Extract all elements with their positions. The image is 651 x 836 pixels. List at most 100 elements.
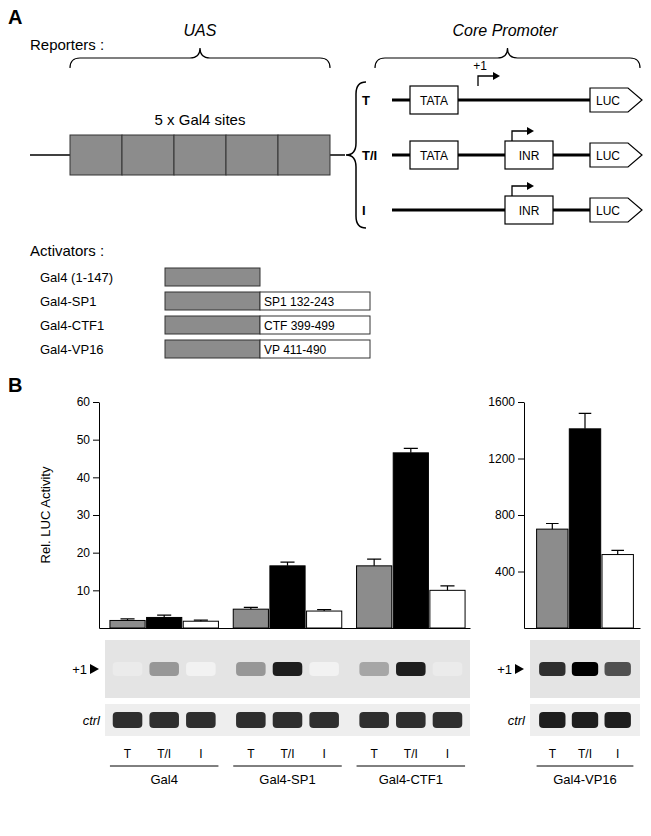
start-arrowhead — [493, 72, 500, 80]
gel-band — [186, 712, 216, 728]
axis-line — [99, 403, 100, 629]
error-bar — [611, 550, 624, 554]
promoter-element — [505, 141, 553, 169]
brace — [70, 48, 330, 68]
fusion-label: SP1 132-243 — [264, 295, 334, 309]
axis-line — [525, 628, 641, 629]
gel-band — [149, 662, 179, 676]
core-label: Core Promoter — [453, 22, 559, 39]
lane-label: T — [549, 747, 557, 761]
gel-background — [530, 640, 640, 698]
element-label: LUC — [596, 94, 620, 108]
chart: 40080012001600+1ctrlTT/IIGal4-VP16 — [488, 395, 640, 787]
gel-row-label: ctrl — [83, 713, 101, 728]
tick-mark — [93, 515, 99, 516]
error-bar — [280, 562, 294, 566]
reporter-name: T/I — [362, 148, 377, 163]
fusion-label: CTF 399-499 — [264, 319, 335, 333]
promoter-element — [410, 86, 458, 114]
sites-label: 5 x Gal4 sites — [155, 111, 246, 128]
error-bar — [579, 413, 592, 429]
lane-label: T/I — [578, 747, 592, 761]
tick-label: 400 — [495, 565, 515, 579]
tick-mark — [518, 515, 524, 516]
tick: 30 — [77, 508, 99, 522]
gel-band — [539, 712, 565, 728]
gal4-site — [70, 135, 122, 175]
group-underline — [233, 766, 342, 767]
gel-band — [605, 662, 631, 676]
gal4-site — [122, 135, 174, 175]
bar — [537, 529, 568, 628]
gel-band — [113, 662, 143, 676]
tick: 1200 — [488, 452, 524, 466]
reporter-gene — [590, 198, 642, 222]
panel-label: B — [8, 374, 22, 396]
activators-label: Activators : — [30, 242, 104, 259]
lane-label: I — [322, 747, 325, 761]
tick-label: 10 — [77, 584, 91, 598]
tick-label: 30 — [77, 508, 91, 522]
reporter-name: T — [362, 93, 370, 108]
start-arrowhead — [527, 182, 534, 190]
error-bar — [157, 615, 171, 617]
tick-label: 60 — [77, 395, 91, 409]
error-bar — [440, 586, 454, 591]
bar — [602, 555, 633, 628]
lane-label: I — [199, 747, 202, 761]
activation-domain — [260, 316, 370, 334]
tick: 60 — [77, 395, 99, 409]
gel-band — [309, 662, 339, 676]
tick-label: 800 — [495, 508, 515, 522]
bar — [307, 611, 342, 628]
gel-band — [273, 712, 303, 728]
axis-line — [524, 403, 525, 629]
gel-band — [433, 712, 463, 728]
gel-band — [236, 662, 266, 676]
gel-band — [359, 712, 389, 728]
x-axis — [100, 628, 471, 629]
element-label: TATA — [420, 149, 448, 163]
brace — [375, 48, 640, 68]
activator-name: Gal4-CTF1 — [40, 318, 104, 333]
gel-row-marker — [90, 664, 99, 674]
gel-band — [433, 662, 463, 676]
gal4-dbd — [165, 292, 260, 310]
tick-label: 1600 — [488, 395, 515, 409]
tick: 800 — [495, 508, 524, 522]
group-label: Gal4-CTF1 — [379, 772, 443, 787]
uas-label: UAS — [184, 22, 217, 39]
group-label: Gal4 — [150, 772, 177, 787]
group-underline — [537, 766, 634, 767]
lane-label: I — [616, 747, 619, 761]
element-label: LUC — [596, 149, 620, 163]
tick: 10 — [77, 584, 99, 598]
y-axis: 400 800 1200 1600 — [488, 395, 524, 628]
gel-background — [530, 704, 640, 736]
x-axis — [525, 628, 641, 629]
reporters-label: Reporters : — [30, 36, 104, 53]
error-bar — [367, 559, 381, 566]
error-bar — [317, 610, 331, 612]
group-label: Gal4-SP1 — [259, 772, 315, 787]
activator-name: Gal4-SP1 — [40, 294, 96, 309]
gal4-dbd — [165, 340, 260, 358]
error-bar — [194, 620, 208, 621]
activator-name: Gal4 (1-147) — [40, 270, 113, 285]
fusion-label: VP 411-490 — [264, 343, 327, 357]
lane-label: T/I — [281, 747, 295, 761]
gel-band — [572, 662, 598, 676]
lane-label: T — [247, 747, 255, 761]
reporter-line — [392, 209, 592, 212]
gal4-dbd — [165, 268, 260, 286]
bars — [110, 448, 465, 628]
gel-band — [273, 662, 303, 676]
error-bar — [546, 523, 559, 529]
gel-background — [105, 704, 470, 736]
tick-label: 40 — [77, 471, 91, 485]
tick-mark — [518, 572, 524, 573]
gel-band — [572, 712, 598, 728]
gal4-site — [278, 135, 330, 175]
error-bar — [404, 448, 418, 453]
bar — [270, 566, 305, 628]
